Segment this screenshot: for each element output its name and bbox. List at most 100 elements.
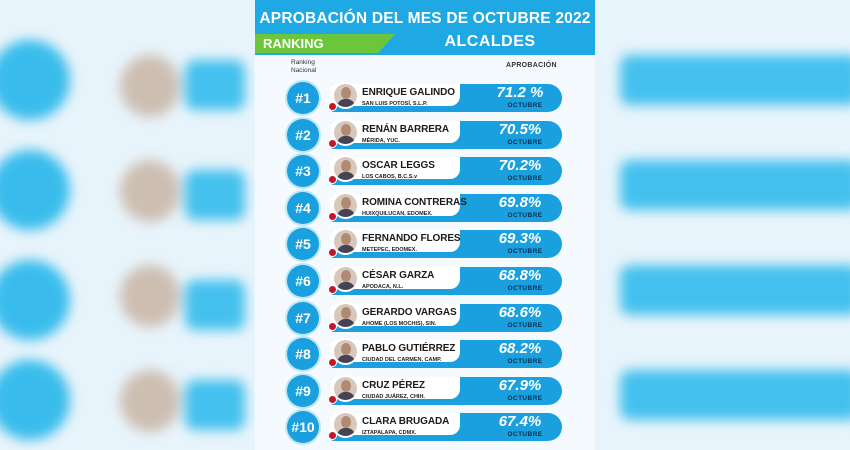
approval-month: OCTUBRE bbox=[507, 358, 543, 366]
mayor-city: LOS CABOS, B.C.S.v bbox=[362, 174, 418, 181]
ranking-header-line1: Ranking bbox=[291, 59, 315, 66]
mayor-city: APODACA, N.L. bbox=[362, 284, 404, 290]
card-header: APROBACIÓN DEL MES DE OCTUBRE 2022 RANKI… bbox=[255, 0, 595, 55]
name-box bbox=[330, 193, 460, 216]
name-box bbox=[330, 413, 460, 436]
name-box bbox=[330, 230, 460, 253]
avatar-torso bbox=[337, 245, 355, 254]
mayor-name: CRUZ PÉREZ bbox=[362, 379, 425, 391]
ranking-card: APROBACIÓN DEL MES DE OCTUBRE 2022 RANKI… bbox=[255, 0, 595, 450]
backdrop-face bbox=[120, 160, 180, 222]
table-row: #2 RENÁN BARRERA MÉRIDA, YUC. 70.5% OCTU… bbox=[255, 118, 595, 152]
backdrop-bar bbox=[620, 370, 850, 420]
category-subtitle: ALCALDES bbox=[444, 33, 536, 50]
approval-value: 68.2% bbox=[498, 340, 542, 358]
table-row: #4 ROMINA CONTRERAS HUIXQUILUCAN, EDOMEX… bbox=[255, 191, 595, 225]
rank-badge: #4 bbox=[287, 191, 319, 224]
mayor-name: PABLO GUTIÉRREZ bbox=[362, 343, 456, 355]
approval-month: OCTUBRE bbox=[507, 431, 543, 439]
avatar-head bbox=[341, 379, 351, 392]
approval-value: 70.5% bbox=[498, 120, 542, 138]
party-logo-icon bbox=[328, 431, 337, 441]
table-row: #6 CÉSAR GARZA APODACA, N.L. 68.8% OCTUB… bbox=[255, 264, 595, 298]
avatar-head bbox=[341, 87, 351, 99]
backdrop-bar bbox=[185, 280, 245, 330]
avatar-torso bbox=[337, 428, 355, 437]
name-box bbox=[330, 267, 460, 289]
avatar-head bbox=[341, 343, 351, 356]
backdrop-face bbox=[120, 370, 180, 432]
rank-badge: #1 bbox=[287, 82, 319, 114]
mayor-name: RENÁN BARRERA bbox=[362, 123, 450, 135]
mayor-name: ROMINA CONTRERAS bbox=[362, 196, 467, 208]
avatar-torso bbox=[337, 208, 355, 217]
avatar-head bbox=[341, 416, 351, 429]
party-logo-icon bbox=[328, 394, 337, 404]
approval-column-header: APROBACIÓN bbox=[506, 62, 557, 69]
approval-month: OCTUBRE bbox=[507, 175, 543, 183]
approval-month: OCTUBRE bbox=[507, 211, 543, 219]
avatar bbox=[332, 338, 359, 366]
avatar-head bbox=[341, 196, 351, 209]
mayor-city: IZTAPALAPA, CDMX. bbox=[362, 430, 417, 437]
table-row: #9 CRUZ PÉREZ CIUDAD JUÁREZ, CHIH. 67.9%… bbox=[255, 374, 595, 408]
mayor-city: HUIXQUILUCAN, EDOMEX. bbox=[362, 210, 433, 217]
mayor-name: GERARDO VARGAS bbox=[362, 306, 457, 318]
mayor-city: MÉRIDA, YUC. bbox=[362, 137, 400, 144]
approval-value: 70.2% bbox=[498, 157, 542, 175]
approval-month: OCTUBRE bbox=[507, 138, 543, 146]
backdrop-blob bbox=[0, 150, 70, 230]
approval-value: 68.6% bbox=[498, 303, 542, 321]
avatar bbox=[332, 374, 359, 402]
approval-value: 68.8% bbox=[498, 267, 542, 284]
backdrop-left bbox=[0, 0, 245, 450]
avatar-head bbox=[341, 233, 351, 246]
rank-badge: #9 bbox=[287, 374, 319, 407]
table-row: #8 PABLO GUTIÉRREZ CIUDAD DEL CARMEN, CA… bbox=[255, 337, 595, 371]
mayor-name: ENRIQUE GALINDO bbox=[362, 87, 455, 98]
avatar-head bbox=[341, 306, 351, 319]
backdrop-face bbox=[120, 265, 180, 327]
backdrop-bar bbox=[620, 265, 850, 315]
avatar-torso bbox=[337, 172, 355, 181]
avatar-torso bbox=[337, 99, 355, 107]
approval-month: OCTUBRE bbox=[507, 285, 543, 292]
rank-badge: #3 bbox=[287, 155, 319, 188]
avatar-head bbox=[341, 160, 351, 173]
mayor-name: CLARA BRUGADA bbox=[362, 416, 450, 428]
approval-value: 71.2 % bbox=[496, 84, 544, 101]
rank-badge: #6 bbox=[287, 265, 319, 297]
table-row: #1 ENRIQUE GALINDO SAN LUIS POTOSÍ, S.L.… bbox=[255, 81, 595, 115]
avatar-head bbox=[341, 270, 351, 282]
party-logo-icon bbox=[328, 358, 337, 368]
avatar-torso bbox=[337, 282, 355, 290]
avatar-torso bbox=[337, 391, 355, 400]
mayor-city: METEPEC, EDOMEX. bbox=[362, 247, 418, 254]
party-logo-icon bbox=[328, 175, 337, 185]
party-logo-icon bbox=[328, 138, 337, 148]
party-logo-icon bbox=[328, 321, 337, 331]
name-box bbox=[330, 340, 460, 363]
approval-month: OCTUBRE bbox=[507, 321, 543, 329]
mayor-name: CÉSAR GARZA bbox=[362, 270, 435, 281]
avatar bbox=[332, 228, 359, 256]
approval-month: OCTUBRE bbox=[507, 248, 543, 256]
avatar-torso bbox=[337, 355, 355, 364]
backdrop-blob bbox=[0, 40, 70, 120]
approval-month: OCTUBRE bbox=[507, 102, 543, 109]
rank-badge: #8 bbox=[287, 338, 319, 371]
approval-value: 69.8% bbox=[498, 193, 542, 211]
party-logo-icon bbox=[328, 211, 337, 221]
table-row: #5 FERNANDO FLORES METEPEC, EDOMEX. 69.3… bbox=[255, 227, 595, 261]
backdrop-bar bbox=[185, 380, 245, 430]
mayor-city: CIUDAD DEL CARMEN, CAMP. bbox=[362, 357, 442, 364]
party-logo-icon bbox=[328, 285, 337, 294]
party-logo-icon bbox=[328, 248, 337, 258]
rank-badge: #10 bbox=[287, 411, 319, 444]
avatar-torso bbox=[337, 135, 355, 144]
table-row: #7 GERARDO VARGAS AHOME (LOS MOCHIS), SI… bbox=[255, 301, 595, 335]
mayor-city: CIUDAD JUÁREZ, CHIH. bbox=[362, 393, 425, 400]
backdrop-bar bbox=[620, 160, 850, 210]
table-row: #10 CLARA BRUGADA IZTAPALAPA, CDMX. 67.4… bbox=[255, 410, 595, 444]
ranking-header-line2: Nacional bbox=[291, 67, 317, 74]
